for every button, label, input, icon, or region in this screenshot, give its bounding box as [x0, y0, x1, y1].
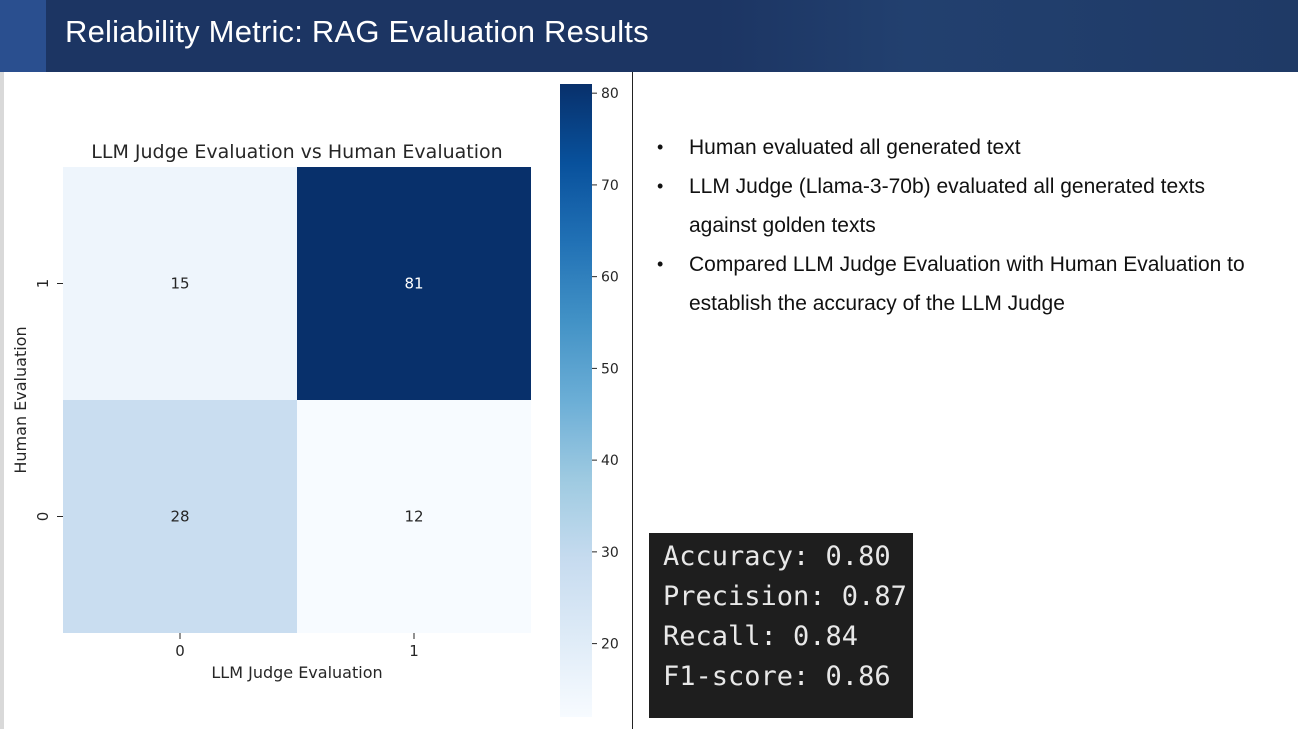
- cell-value-label: 81: [404, 275, 423, 293]
- y-tick-label: 1: [34, 279, 52, 289]
- heatmap-chart: LLM Judge Evaluation vs Human Evaluation…: [11, 84, 619, 717]
- accuracy-metric: Accuracy: 0.80: [663, 541, 891, 572]
- precision-metric: Precision: 0.87: [663, 581, 907, 612]
- colorbar-tick-label: 70: [601, 178, 619, 194]
- left-edge-rule: [0, 72, 4, 729]
- y-axis-label: Human Evaluation: [11, 326, 30, 473]
- heatmap-cell: [297, 167, 531, 400]
- colorbar-tick-label: 20: [601, 637, 619, 653]
- x-axis-label: LLM Judge Evaluation: [211, 663, 382, 682]
- bullet-item: Human evaluated all generated text: [655, 128, 1275, 167]
- heatmap-cell: [297, 400, 531, 633]
- colorbar-tick-label: 40: [601, 453, 619, 469]
- cell-value-label: 15: [170, 275, 189, 293]
- f1-score-metric: F1-score: 0.86: [663, 661, 891, 692]
- heatmap-cell: [63, 400, 297, 633]
- colorbar-tick-label: 80: [601, 86, 619, 102]
- colorbar-tick-label: 60: [601, 270, 619, 286]
- colorbar-tick-label: 50: [601, 361, 619, 377]
- bullet-item: LLM Judge (Llama-3-70b) evaluated all ge…: [655, 167, 1275, 245]
- x-tick-label: 1: [409, 642, 419, 660]
- chart-title: LLM Judge Evaluation vs Human Evaluation: [91, 141, 502, 163]
- bullet-item: Compared LLM Judge Evaluation with Human…: [655, 245, 1275, 323]
- colorbar-tick-label: 30: [601, 545, 619, 561]
- colorbar: [560, 84, 592, 717]
- metrics-console: Accuracy: 0.80 Precision: 0.87 Recall: 0…: [649, 533, 913, 718]
- recall-metric: Recall: 0.84: [663, 621, 859, 652]
- title-accent-block: [0, 0, 46, 72]
- y-tick-label: 0: [34, 512, 52, 522]
- slide-title: Reliability Metric: RAG Evaluation Resul…: [65, 14, 649, 49]
- vertical-divider: [632, 72, 633, 729]
- title-bar: Reliability Metric: RAG Evaluation Resul…: [0, 0, 1298, 72]
- x-tick-label: 0: [175, 642, 185, 660]
- cell-value-label: 28: [170, 508, 189, 526]
- cell-value-label: 12: [404, 508, 423, 526]
- bullet-list: Human evaluated all generated text LLM J…: [655, 128, 1275, 323]
- heatmap-cell: [63, 167, 297, 400]
